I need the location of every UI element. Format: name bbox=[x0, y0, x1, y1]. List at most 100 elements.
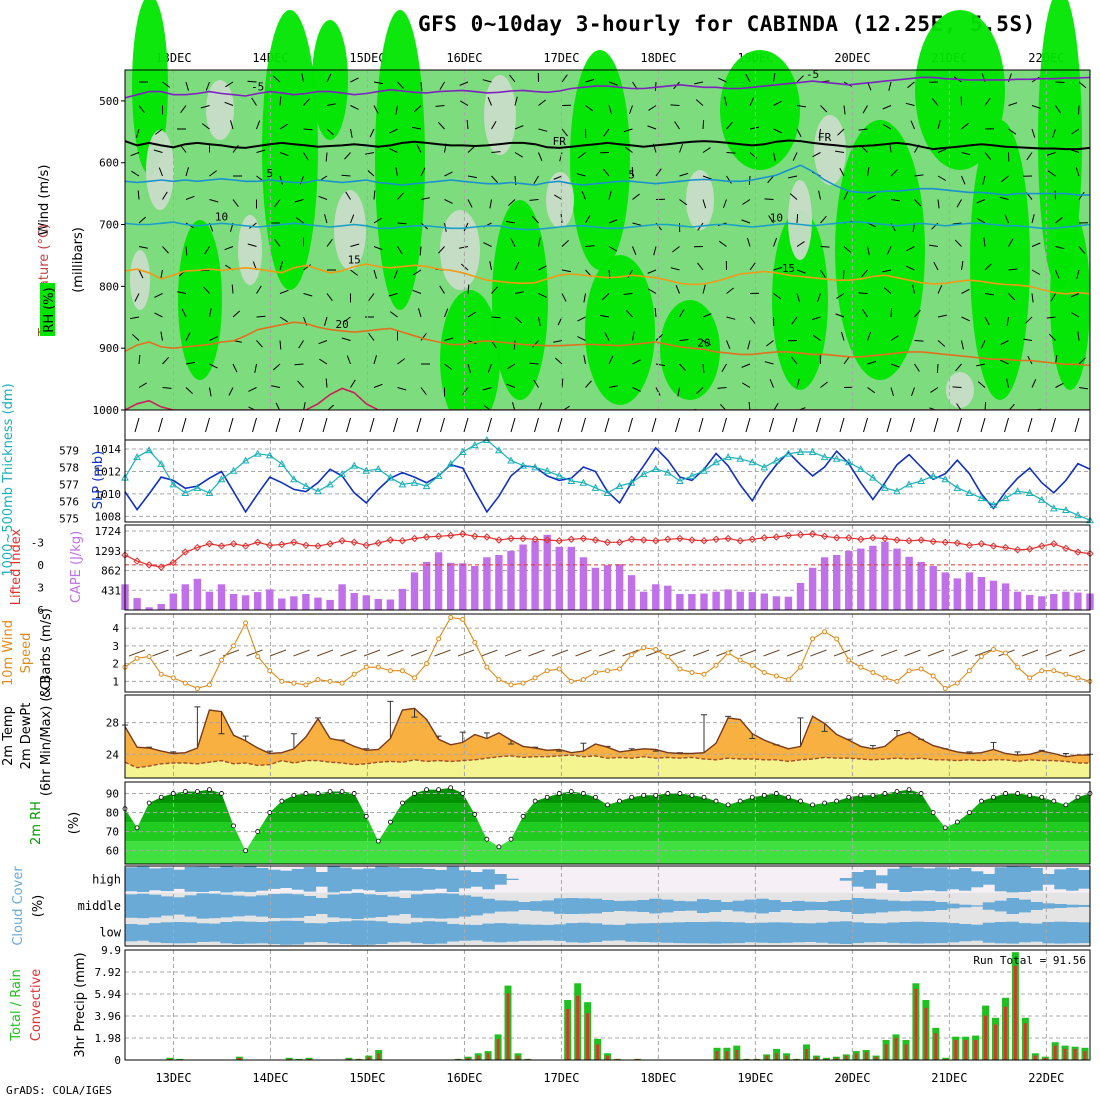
label-thickness: 1000~500mb Thickness (dm) bbox=[1, 383, 16, 576]
thickness-point-25 bbox=[422, 482, 431, 490]
label-rh2m: 2m RH bbox=[29, 801, 44, 845]
surface-barb-31 bbox=[863, 417, 868, 433]
wind-barb bbox=[514, 96, 518, 106]
wind-barb bbox=[600, 314, 610, 318]
cape-bar-2 bbox=[145, 607, 153, 610]
surface-barb-29 bbox=[816, 417, 821, 433]
cloud-low-cell-37 bbox=[565, 923, 579, 943]
label-dewpt: 2m DewPt bbox=[19, 703, 34, 770]
surface-barb-37 bbox=[1004, 417, 1009, 433]
contour-label-9: 15 bbox=[782, 262, 795, 275]
wind-barb bbox=[224, 101, 234, 106]
cape-bar-36 bbox=[555, 546, 563, 610]
contour-label-7: 10 bbox=[770, 212, 783, 225]
thickness-point-11 bbox=[253, 449, 262, 457]
wind-barb bbox=[513, 340, 516, 350]
cloud-middle-cell-1 bbox=[136, 893, 150, 919]
wind-barb bbox=[914, 199, 922, 207]
label-precip-total-line-0: Total / Rain bbox=[9, 969, 24, 1042]
wind-barb bbox=[937, 148, 947, 153]
wind-barb bbox=[603, 128, 610, 137]
li-point-54 bbox=[772, 533, 781, 541]
cloud-middle-cell-47 bbox=[684, 901, 698, 911]
cloud-low-cell-4 bbox=[172, 922, 186, 944]
label-cloud-line-0: Cloud Cover bbox=[11, 866, 26, 946]
cloud-low-cell-51 bbox=[732, 922, 745, 944]
wind10m-point-41 bbox=[617, 666, 623, 672]
cloud-low-cell-32 bbox=[506, 923, 519, 942]
wind-barb bbox=[200, 269, 210, 272]
wind10m-point-74 bbox=[1015, 664, 1021, 670]
cape-bar-5 bbox=[181, 584, 189, 610]
wind-barb bbox=[514, 125, 524, 130]
temp-contour-3 bbox=[124, 221, 1091, 231]
wind-barb bbox=[529, 199, 539, 201]
contour-label-11: 20 bbox=[697, 336, 710, 349]
cape-bar-4 bbox=[169, 593, 177, 610]
day-label-bottom-4: 17DEC bbox=[543, 1071, 579, 1085]
precip-conv-bar-33 bbox=[456, 1058, 460, 1060]
wind-barb bbox=[936, 363, 939, 374]
wind10m-point-12 bbox=[267, 668, 273, 674]
rh2m-band-0 bbox=[125, 841, 1090, 864]
temp2m-line bbox=[124, 707, 1090, 758]
wind-barb bbox=[937, 340, 946, 347]
cloud-low-cell-79 bbox=[1066, 922, 1079, 944]
cape-bar-79 bbox=[1074, 592, 1082, 610]
cape-bar-37 bbox=[567, 546, 575, 610]
wind10m-barb-3 bbox=[199, 649, 216, 657]
wind-barb bbox=[389, 148, 398, 153]
wind-barb bbox=[746, 237, 751, 247]
li-point-22 bbox=[386, 536, 395, 544]
wind-barb bbox=[789, 193, 798, 200]
cape-bar-23 bbox=[398, 588, 407, 610]
precip-conv-bar-62 bbox=[745, 1058, 749, 1060]
slp-ytick-3: 1014 bbox=[95, 443, 122, 456]
cloud-low-cell-63 bbox=[875, 923, 888, 942]
thickness-ytick-1: 576 bbox=[59, 496, 79, 509]
wind-barb bbox=[937, 314, 947, 318]
wind-barb bbox=[930, 387, 939, 393]
wind10m-barb-18 bbox=[551, 649, 569, 657]
cloud-middle-cell-72 bbox=[982, 902, 996, 910]
upper-ytick-5: 1000 bbox=[93, 404, 120, 417]
precip-conv-bar-79 bbox=[914, 988, 918, 1060]
contour-label-4: 5 bbox=[266, 167, 273, 180]
li-point-12 bbox=[266, 541, 274, 550]
rh-blob-2 bbox=[262, 10, 318, 290]
cloud-low-cell-24 bbox=[410, 922, 424, 944]
wind-barb bbox=[538, 128, 548, 132]
wind-barb bbox=[674, 121, 680, 130]
wind-barb bbox=[325, 152, 328, 162]
thickness-point-21 bbox=[374, 464, 383, 473]
cloud-low-cell-57 bbox=[804, 923, 817, 942]
li-point-69 bbox=[953, 539, 962, 547]
wind-barb bbox=[489, 261, 492, 271]
rh-blob-11 bbox=[772, 210, 828, 390]
wind-barb bbox=[860, 145, 868, 153]
thickness-point-80 bbox=[1086, 516, 1094, 524]
wind-barb bbox=[695, 99, 704, 106]
wind-barb bbox=[961, 122, 969, 130]
cloud-low-cell-10 bbox=[244, 921, 257, 944]
wind10m-barb-36 bbox=[974, 649, 992, 657]
wind-barb bbox=[514, 152, 523, 158]
cape-bar-67 bbox=[929, 566, 937, 610]
rh2m-point-72 bbox=[991, 794, 996, 800]
surface-barb-27 bbox=[769, 417, 774, 433]
cloud-high-cell-67 bbox=[923, 868, 936, 891]
cloud-middle-cell-44 bbox=[649, 898, 662, 914]
li-point-17 bbox=[326, 540, 334, 548]
day-label-bottom-0: 13DEC bbox=[155, 1071, 191, 1085]
wind-barb bbox=[1055, 246, 1065, 250]
wind-barb bbox=[487, 363, 492, 373]
wind-barb bbox=[482, 79, 492, 83]
li-point-67 bbox=[929, 537, 937, 546]
wind-barb bbox=[672, 246, 680, 253]
wind-barb bbox=[444, 199, 453, 204]
wind-barb bbox=[294, 199, 304, 203]
rh2m-point-12 bbox=[267, 810, 273, 815]
cloud-level-middle: middle bbox=[78, 899, 121, 913]
cloud-high-cell-68 bbox=[935, 867, 948, 892]
cloud-level-high: high bbox=[92, 872, 121, 886]
